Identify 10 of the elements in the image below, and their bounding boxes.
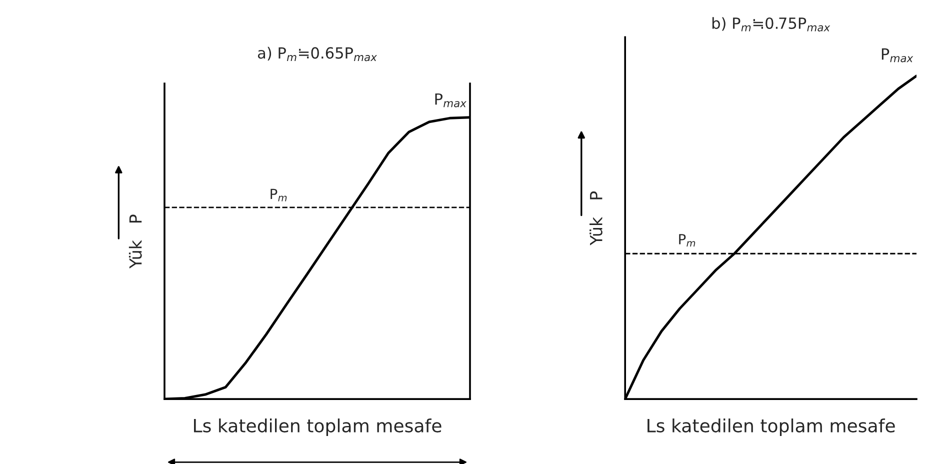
y-axis-title: Yük P: [128, 214, 142, 269]
y-axis-title: Yük P: [590, 191, 602, 246]
text: P$_{max}$: [435, 93, 467, 108]
x-axis-title: Ls katedilen toplam mesafe: [194, 418, 442, 436]
chart-title: b) P$_{m}$≒0.75P$_{max}$: [712, 17, 830, 32]
x-axis-title: Ls katedilen toplam mesafe: [648, 418, 895, 436]
chart-title: a) P$_{m}$≒0.65P$_{max}$: [258, 46, 378, 62]
ref-line-label: P$_{m}$: [270, 188, 287, 202]
ref-line-label: P$_{m}$: [679, 234, 696, 247]
text: P$_{max}$: [882, 48, 914, 62]
